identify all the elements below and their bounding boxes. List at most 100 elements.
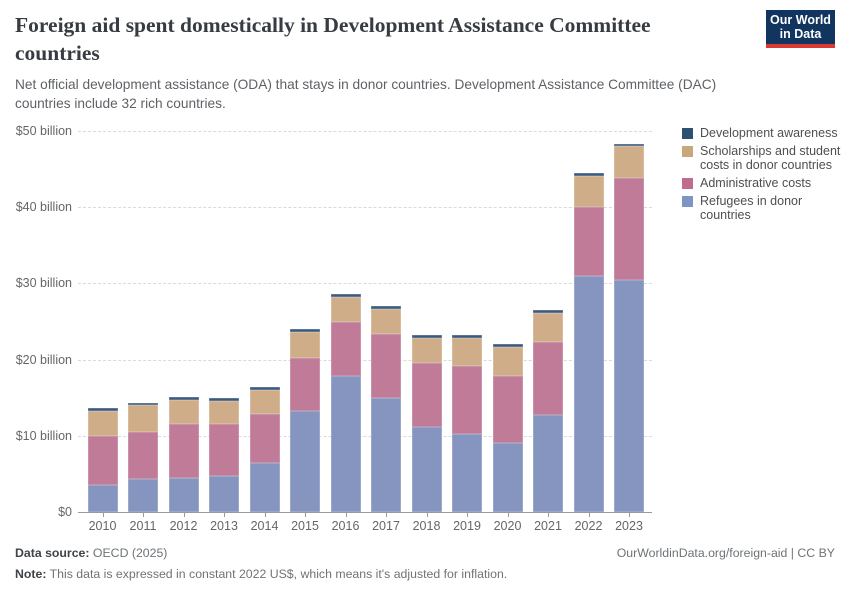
bar-segment[interactable] xyxy=(573,275,604,512)
x-axis-tick xyxy=(345,512,347,517)
bar-segment[interactable] xyxy=(411,363,442,427)
bar-segment[interactable] xyxy=(533,310,563,314)
bar-segment[interactable] xyxy=(87,484,118,512)
bar-segment[interactable] xyxy=(411,426,442,512)
bar-segment[interactable] xyxy=(371,306,401,310)
data-source-value: OECD (2025) xyxy=(89,546,168,560)
bar-segment[interactable] xyxy=(249,387,280,391)
bar-segment[interactable] xyxy=(411,335,442,339)
bar-segment[interactable] xyxy=(614,146,644,179)
owid-logo-text-line1: Our World xyxy=(770,13,831,27)
legend-item[interactable]: Administrative costs xyxy=(682,176,847,190)
x-axis-year-label: 2010 xyxy=(88,519,117,533)
bar-segment[interactable] xyxy=(168,424,199,479)
bar-segment[interactable] xyxy=(492,343,523,347)
y-axis-tick-label: $10 billion xyxy=(15,428,72,443)
bar-segment[interactable] xyxy=(290,332,320,359)
x-axis-tick xyxy=(588,512,590,517)
bar-segment[interactable] xyxy=(492,346,523,377)
bar-segment[interactable] xyxy=(290,411,320,512)
bar-segment[interactable] xyxy=(168,478,199,512)
x-axis-year-label: 2013 xyxy=(210,519,238,533)
bar-segment[interactable] xyxy=(249,390,280,415)
bar-segment[interactable] xyxy=(330,297,361,323)
bar-segment[interactable] xyxy=(209,424,239,477)
legend-label: Development awareness xyxy=(700,126,838,140)
bar-2014 xyxy=(249,387,280,512)
bar-2015 xyxy=(290,329,320,512)
legend-swatch-icon xyxy=(682,177,693,189)
x-axis-tick xyxy=(467,512,468,517)
legend-label: Scholarships and student costs in donor … xyxy=(700,144,841,172)
bar-segment[interactable] xyxy=(573,172,604,176)
bar-segment[interactable] xyxy=(128,405,158,432)
y-axis-tick-label: $50 billion xyxy=(15,124,72,138)
bar-segment[interactable] xyxy=(128,431,158,480)
bar-segment[interactable] xyxy=(209,397,239,401)
legend-swatch-icon xyxy=(682,195,693,207)
bar-segment[interactable] xyxy=(87,408,118,411)
bar-segment[interactable] xyxy=(371,309,401,334)
bar-segment[interactable] xyxy=(614,279,644,512)
bar-segment[interactable] xyxy=(330,376,361,512)
bar-segment[interactable] xyxy=(492,443,523,512)
bar-segment[interactable] xyxy=(371,397,401,512)
bar-2016 xyxy=(330,294,361,512)
bar-segment[interactable] xyxy=(128,402,158,406)
x-axis-tick xyxy=(102,512,104,517)
bar-segment[interactable] xyxy=(168,400,199,425)
bar-segment[interactable] xyxy=(249,414,280,464)
legend-label: Refugees in donor countries xyxy=(700,194,803,222)
x-axis-tick xyxy=(305,512,306,517)
gridline xyxy=(78,207,652,209)
page-title: Foreign aid spent domestically in Develo… xyxy=(15,13,651,65)
gridline xyxy=(78,435,652,437)
bar-segment[interactable] xyxy=(168,396,199,400)
bar-segment[interactable] xyxy=(533,415,563,512)
legend-item[interactable]: Scholarships and student costs in donor … xyxy=(682,144,847,172)
bar-segment[interactable] xyxy=(209,400,239,425)
bar-segment[interactable] xyxy=(371,333,401,398)
bar-segment[interactable] xyxy=(492,376,523,444)
bar-segment[interactable] xyxy=(533,313,563,343)
x-axis-year-label: 2012 xyxy=(169,519,198,533)
note-label: Note: xyxy=(15,567,47,581)
y-axis-tick-label: $20 billion xyxy=(15,352,72,367)
bar-segment[interactable] xyxy=(87,435,118,485)
bar-segment[interactable] xyxy=(128,479,158,512)
x-axis-year-label: 2019 xyxy=(453,519,481,533)
owid-logo[interactable]: Our World in Data xyxy=(766,10,835,48)
x-axis-tick xyxy=(183,512,185,517)
x-axis-year-label: 2020 xyxy=(493,519,522,533)
bar-segment[interactable] xyxy=(573,207,604,276)
legend-item[interactable]: Development awareness xyxy=(682,126,847,140)
legend-swatch-icon xyxy=(682,145,693,157)
bar-segment[interactable] xyxy=(87,410,118,436)
bar-segment[interactable] xyxy=(452,434,482,512)
bar-2021 xyxy=(533,310,563,512)
bar-2012 xyxy=(168,396,199,512)
bar-segment[interactable] xyxy=(330,322,361,377)
legend-item[interactable]: Refugees in donor countries xyxy=(682,194,847,222)
bar-segment[interactable] xyxy=(290,329,320,333)
bar-segment[interactable] xyxy=(452,335,482,339)
bar-segment[interactable] xyxy=(573,175,604,208)
x-axis-tick xyxy=(143,512,144,517)
x-axis-tick xyxy=(548,512,549,517)
bar-segment[interactable] xyxy=(209,476,239,512)
x-axis-year-label: 2022 xyxy=(574,519,603,533)
bar-segment[interactable] xyxy=(452,365,482,435)
bar-segment[interactable] xyxy=(330,294,361,298)
x-axis-year-label: 2011 xyxy=(129,519,157,533)
x-axis-year-label: 2015 xyxy=(291,519,319,533)
footer-link[interactable]: OurWorldinData.org/foreign-aid | CC BY xyxy=(616,546,835,560)
x-axis-tick xyxy=(507,512,509,517)
bar-segment[interactable] xyxy=(290,358,320,412)
bar-segment[interactable] xyxy=(614,143,644,147)
bar-segment[interactable] xyxy=(533,342,563,416)
bar-segment[interactable] xyxy=(614,178,644,280)
bar-segment[interactable] xyxy=(249,463,280,512)
bar-segment[interactable] xyxy=(411,338,442,364)
bar-segment[interactable] xyxy=(452,338,482,366)
